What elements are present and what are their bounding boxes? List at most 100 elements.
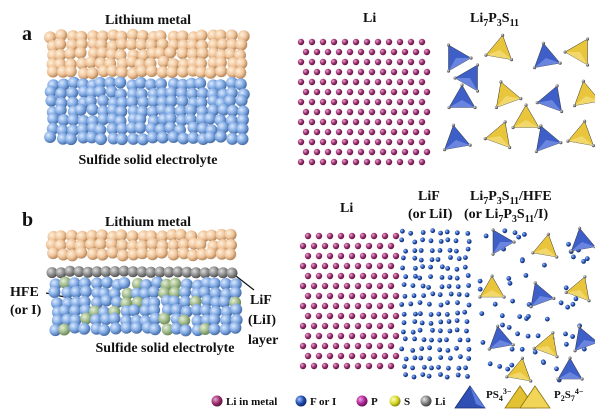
li-metal-atom <box>371 273 377 279</box>
li-metal-atom <box>402 109 408 115</box>
li-metal-atom <box>388 283 394 289</box>
f-or-i-atom <box>399 347 404 352</box>
f-or-i-atom <box>466 283 471 288</box>
lithium-atom <box>75 247 87 259</box>
f-or-i-atom <box>467 303 472 308</box>
li-metal-atom <box>419 79 425 85</box>
layer-label-lii: (LiI) <box>248 313 276 328</box>
li-metal-atom <box>413 129 419 135</box>
f-or-i-atom <box>455 311 460 316</box>
electrolyte-sphere <box>78 323 90 335</box>
polyhedron <box>443 124 472 152</box>
f-or-i-atom <box>422 337 427 342</box>
li-metal-atom <box>311 343 317 349</box>
li-metal-atom <box>311 303 317 309</box>
polyhedron <box>447 43 473 72</box>
li-metal-atom <box>336 89 342 95</box>
li-metal-atom <box>316 253 322 259</box>
lithium-atom <box>107 247 119 259</box>
lithium-atom <box>47 247 59 259</box>
li-metal-atom <box>408 59 414 65</box>
li-metal-atom <box>364 119 370 125</box>
li-metal-atom <box>327 333 333 339</box>
f-or-i-atom <box>429 338 434 343</box>
electrolyte-sphere <box>118 277 130 289</box>
electrolyte-sphere <box>114 77 126 89</box>
li-metal-atom <box>322 303 328 309</box>
f-or-i-atom <box>462 310 467 315</box>
f-or-i-atom <box>513 230 518 235</box>
f-or-i-atom <box>455 318 460 323</box>
li-metal-atom <box>353 99 359 105</box>
li-metal-atom <box>349 333 355 339</box>
f-or-i-atom <box>455 230 460 235</box>
li-metal-atom <box>375 119 381 125</box>
li-metal-atom <box>366 263 372 269</box>
li-metal-atom <box>336 129 342 135</box>
legend: Li in metal F or I P S Li PS43− P2S74− <box>212 386 584 408</box>
li-metal-atom <box>305 313 311 319</box>
li-metal-atom <box>305 233 311 239</box>
li-metal-atom <box>366 343 372 349</box>
f-or-i-atom <box>488 361 493 366</box>
li-metal-atom <box>391 49 397 55</box>
li-metal-atom <box>402 129 408 135</box>
li-metal-atom <box>331 39 337 45</box>
li-metal-atom <box>333 323 339 329</box>
f-or-i-atom <box>440 284 445 289</box>
li-metal-atom <box>342 139 348 145</box>
li-metal-atom <box>382 253 388 259</box>
legend-s-label: S <box>404 396 410 408</box>
li-metal-atom <box>336 69 342 75</box>
li-metal-atom <box>371 233 377 239</box>
legend-ps4-tetrahedron-icon <box>455 386 485 408</box>
electrolyte-sphere <box>80 286 92 298</box>
panel-b-lif-label: LiF <box>418 189 440 204</box>
lithium-atom <box>177 47 189 59</box>
f-or-i-atom <box>419 258 424 263</box>
f-or-i-atom <box>399 302 404 307</box>
polyhedron <box>563 37 589 66</box>
li-metal-atom <box>331 99 337 105</box>
f-or-i-atom <box>456 284 461 289</box>
layer-label-lif: LiF <box>250 293 272 308</box>
f-or-i-atom <box>438 328 443 333</box>
li-metal-atom <box>358 69 364 75</box>
li-metal-atom <box>375 79 381 85</box>
li-metal-atom <box>402 149 408 155</box>
li-metal-atom <box>305 333 311 339</box>
f-or-i-atom <box>497 364 502 369</box>
lithium-atom <box>54 38 66 50</box>
f-or-i-atom <box>427 356 432 361</box>
lithium-atom <box>166 66 178 78</box>
li-metal-atom <box>377 263 383 269</box>
lithium-atom <box>205 67 217 79</box>
f-or-i-atom <box>429 366 434 371</box>
li-metal-atom <box>349 273 355 279</box>
f-or-i-atom <box>458 354 463 359</box>
li-metal-atom <box>366 363 372 369</box>
f-or-i-atom <box>440 275 445 280</box>
li-metal-atom <box>397 99 403 105</box>
f-or-i-atom <box>455 328 460 333</box>
li-metal-atom <box>349 313 355 319</box>
li-metal-atom <box>360 293 366 299</box>
li-metal-atom <box>322 263 328 269</box>
f-or-i-atom <box>417 276 422 281</box>
legend-p-marker <box>357 396 368 407</box>
li-metal-atom <box>408 159 414 165</box>
f-or-i-atom <box>455 267 460 272</box>
electrolyte-sphere <box>45 95 57 107</box>
li-metal-atom <box>309 99 315 105</box>
f-or-i-atom <box>545 317 550 322</box>
li-metal-atom <box>419 139 425 145</box>
li-metal-atom <box>320 39 326 45</box>
li-metal-atom <box>388 343 394 349</box>
f-or-i-atom <box>524 273 529 278</box>
li-metal-atom <box>333 263 339 269</box>
li-metal-atom <box>386 79 392 85</box>
f-or-i-atom <box>479 311 484 316</box>
electrolyte-sphere <box>237 123 249 135</box>
li-metal-atom <box>342 59 348 65</box>
li-metal-atom <box>353 159 359 165</box>
